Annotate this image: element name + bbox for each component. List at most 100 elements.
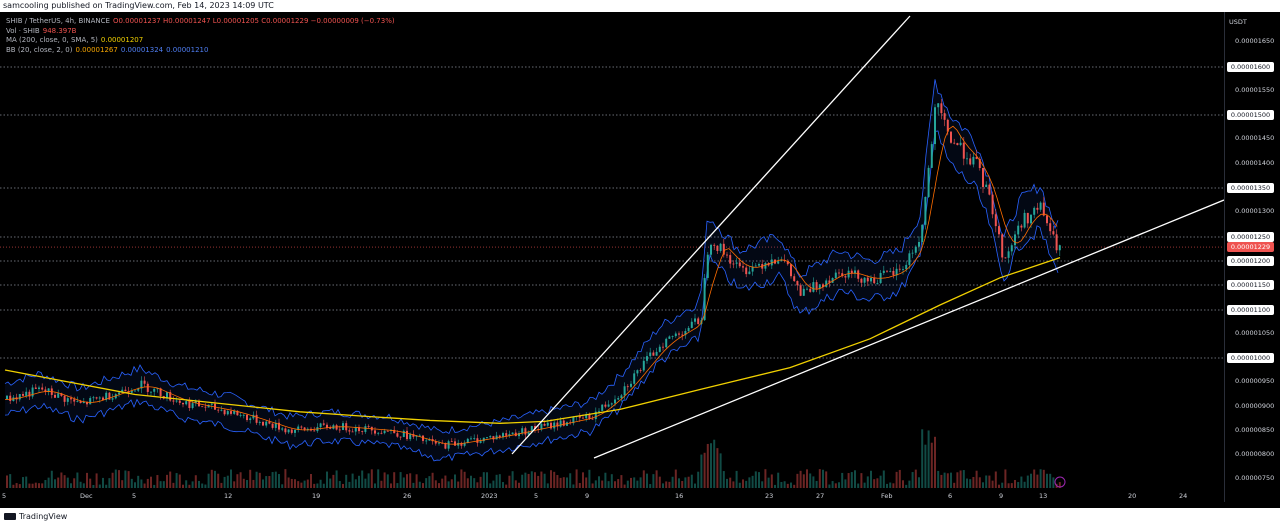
volume-bar xyxy=(89,478,92,488)
volume-bar xyxy=(729,477,732,488)
candle-body xyxy=(313,430,316,432)
candle-body xyxy=(742,266,744,268)
volume-bar xyxy=(412,482,415,488)
volume-bar xyxy=(898,469,901,488)
candle-body xyxy=(937,103,940,108)
volume-bar xyxy=(18,484,21,488)
volume-bar xyxy=(882,470,885,488)
volume-bar xyxy=(617,479,620,488)
volume-bar xyxy=(137,475,140,488)
candle-body xyxy=(22,394,24,396)
price-chart[interactable] xyxy=(0,12,1224,502)
candle-body xyxy=(534,426,536,429)
volume-bar xyxy=(988,475,991,488)
volume-bar xyxy=(290,478,293,488)
volume-bar xyxy=(102,477,104,488)
volume-bar xyxy=(802,474,805,488)
price-label: 0.00001400 xyxy=(1235,159,1275,167)
volume-bar xyxy=(249,469,252,488)
candle-body xyxy=(518,433,520,437)
candle-body xyxy=(63,395,66,402)
candle-body xyxy=(790,264,792,277)
volume-bar xyxy=(367,473,370,488)
candle-body xyxy=(418,435,421,437)
candle-body xyxy=(764,263,767,269)
candle-body xyxy=(185,401,188,405)
candle-body xyxy=(166,392,168,399)
volume-bar xyxy=(822,469,824,488)
symbol-label[interactable]: SHIB / TetherUS, 4h, BINANCE xyxy=(6,17,110,25)
candle-body xyxy=(322,423,325,425)
bb-label[interactable]: BB (20, close, 2, 0) xyxy=(6,45,73,54)
volume-bar xyxy=(230,469,232,488)
chart-area[interactable] xyxy=(0,12,1224,502)
candle-body xyxy=(908,253,911,265)
volume-bar xyxy=(857,483,860,488)
candle-body xyxy=(889,270,892,272)
candle-body xyxy=(89,398,92,405)
price-label: 0.00000900 xyxy=(1235,402,1275,410)
volume-bar xyxy=(1042,469,1045,488)
candle-body xyxy=(655,351,658,356)
ma-label[interactable]: MA (200, close, 0, SMA, 5) xyxy=(6,36,98,44)
candle-body xyxy=(745,267,748,275)
volume-bar xyxy=(6,475,8,488)
candle-body xyxy=(358,427,360,432)
volume-bar xyxy=(706,443,709,488)
volume-bar xyxy=(793,484,796,488)
candle-body xyxy=(175,400,178,402)
candle-body xyxy=(454,441,456,446)
time-label: 23 xyxy=(765,492,774,500)
candle-body xyxy=(687,327,690,331)
candle-body xyxy=(895,268,898,276)
publish-header: samcooling published on TradingView.com,… xyxy=(0,0,1280,12)
bb-fill xyxy=(5,79,1058,461)
volume-bar xyxy=(329,478,332,488)
volume-bar xyxy=(662,483,664,488)
volume-bar xyxy=(150,476,152,488)
volume-bar xyxy=(537,475,540,488)
candle-body xyxy=(492,436,495,440)
candle-body xyxy=(281,428,284,430)
candle-body xyxy=(905,264,908,270)
volume-bar xyxy=(41,483,44,488)
volume-bar xyxy=(498,474,501,488)
candle-body xyxy=(102,397,104,400)
candle-body xyxy=(738,262,741,267)
price-label: 0.00001450 xyxy=(1235,134,1275,142)
price-label: 0.00001350 xyxy=(1227,183,1274,193)
candle-body xyxy=(233,410,236,414)
candle-body xyxy=(876,283,879,284)
volume-value: 948.397B xyxy=(42,26,77,35)
time-label: 6 xyxy=(948,492,953,500)
volume-bar xyxy=(306,479,309,488)
volume-bar xyxy=(703,452,706,488)
price-label: 0.00000800 xyxy=(1235,450,1275,458)
candle-body xyxy=(882,270,885,273)
volume-bar xyxy=(70,483,72,488)
volume-bar xyxy=(25,476,28,488)
candle-body xyxy=(473,438,476,440)
candle-body xyxy=(460,442,463,446)
volume-bar xyxy=(447,481,450,488)
volume-bar xyxy=(722,471,725,488)
volume-bar xyxy=(991,480,994,488)
volume-bar xyxy=(57,477,60,488)
volume-bar xyxy=(236,474,239,488)
candle-body xyxy=(918,241,920,247)
volume-bar xyxy=(668,481,671,488)
candle-body xyxy=(252,414,255,419)
candle-body xyxy=(630,383,632,387)
volume-bar xyxy=(98,484,101,488)
time-label: 19 xyxy=(312,492,321,500)
ma-value: 0.00001207 xyxy=(100,36,144,44)
candle-body xyxy=(172,400,175,402)
candle-body xyxy=(242,414,245,416)
volume-bar xyxy=(226,475,229,488)
volume-bar xyxy=(626,480,629,488)
volume-bar xyxy=(124,470,127,488)
volume-bar xyxy=(633,477,636,488)
volume-bar xyxy=(223,476,226,488)
volume-label[interactable]: Vol · SHIB xyxy=(6,26,40,35)
volume-bar xyxy=(614,481,616,488)
